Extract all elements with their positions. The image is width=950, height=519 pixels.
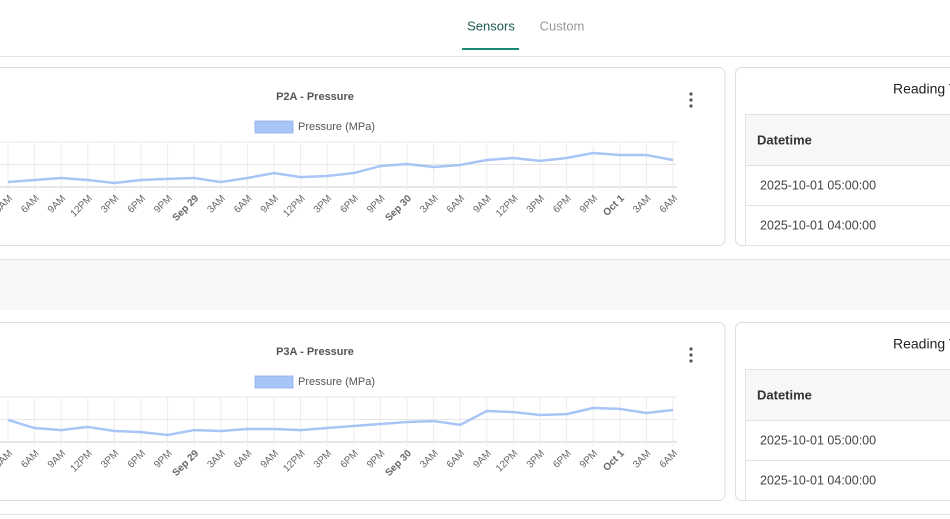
tab[interactable]: Sensors [467,18,515,33]
data-line [7,406,674,437]
table-cell: 2025-10-01 05:00:00 [760,178,876,192]
table-title: Reading Table [893,81,950,97]
active-tab-indicator [462,48,519,50]
menu-dot [689,353,693,357]
table-header [745,114,950,166]
legend-label: Pressure (MPa) [298,121,375,133]
chart-title: P2A - Pressure [276,91,354,103]
chart-title: P3A - Pressure [276,346,354,358]
table-row [745,165,950,206]
menu-dot [689,98,693,102]
menu-button[interactable] [689,92,693,108]
legend-label: Pressure (MPa) [298,376,375,388]
menu-dot [689,92,693,96]
table-title: Reading Table [893,336,950,352]
menu-button[interactable] [689,347,693,363]
chart-card [0,322,726,501]
table-cell: 2025-10-01 04:00:00 [760,218,876,232]
legend-swatch [254,375,294,389]
legend-swatch [254,120,294,134]
table-row [745,205,950,246]
tab-bar [0,0,950,56]
menu-dot [689,104,693,108]
table-cell: 2025-10-01 05:00:00 [760,433,876,447]
table-row [745,420,950,461]
data-line [7,151,674,185]
table-cell: 2025-10-01 04:00:00 [760,473,876,487]
menu-dot [689,359,693,363]
separator-band [0,260,950,310]
column-header: Datetime [757,387,812,402]
table-row [745,460,950,501]
column-header: Datetime [757,132,812,147]
chart-card [0,67,726,246]
tab[interactable]: Custom [540,18,585,33]
menu-dot [689,347,693,351]
